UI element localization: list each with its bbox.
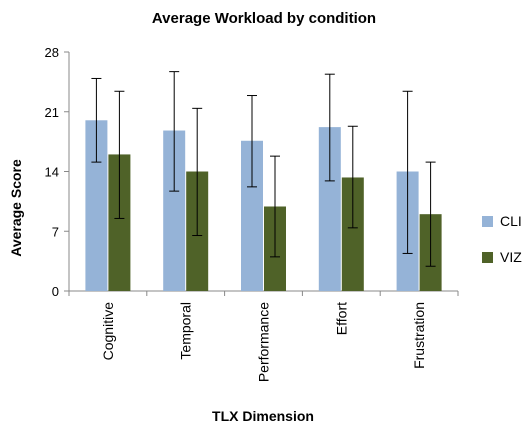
x-axis-title: TLX Dimension	[212, 408, 314, 424]
category-labels: Cognitive Temporal Performance Effort Frustr…	[100, 302, 427, 382]
y-tick-label: 21	[45, 105, 59, 120]
x-category-label: Effort	[333, 302, 349, 335]
legend-swatch-cli	[482, 216, 493, 227]
x-category-label: Performance	[256, 302, 272, 382]
legend-label-cli: CLI	[500, 213, 522, 229]
bar-cli-performance	[241, 140, 263, 291]
y-tick-label: 0	[52, 284, 59, 299]
bar-viz-cognitive	[108, 154, 131, 291]
y-tick-label: 14	[45, 165, 59, 180]
chart-title: Average Workload by condition	[152, 10, 376, 27]
legend-swatch-viz	[482, 252, 493, 263]
y-tick-label: 28	[45, 45, 59, 60]
error-bars	[91, 71, 436, 267]
x-category-label: Temporal	[178, 302, 194, 360]
bar-cli-temporal	[163, 130, 186, 291]
x-category-label: Cognitive	[100, 302, 116, 361]
x-category-label: Frustration	[411, 302, 427, 369]
legend: CLI VIZ	[482, 213, 522, 265]
legend-label-viz: VIZ	[500, 249, 522, 265]
bar-viz-effort	[341, 177, 364, 291]
bar-cli-cognitive	[85, 120, 108, 292]
y-tick-label: 7	[52, 224, 59, 239]
y-axis-title: Average Score	[8, 159, 24, 257]
bars	[85, 120, 442, 292]
bar-cli-effort	[318, 127, 341, 291]
y-ticks: 0 7 14 21 28	[45, 45, 459, 299]
